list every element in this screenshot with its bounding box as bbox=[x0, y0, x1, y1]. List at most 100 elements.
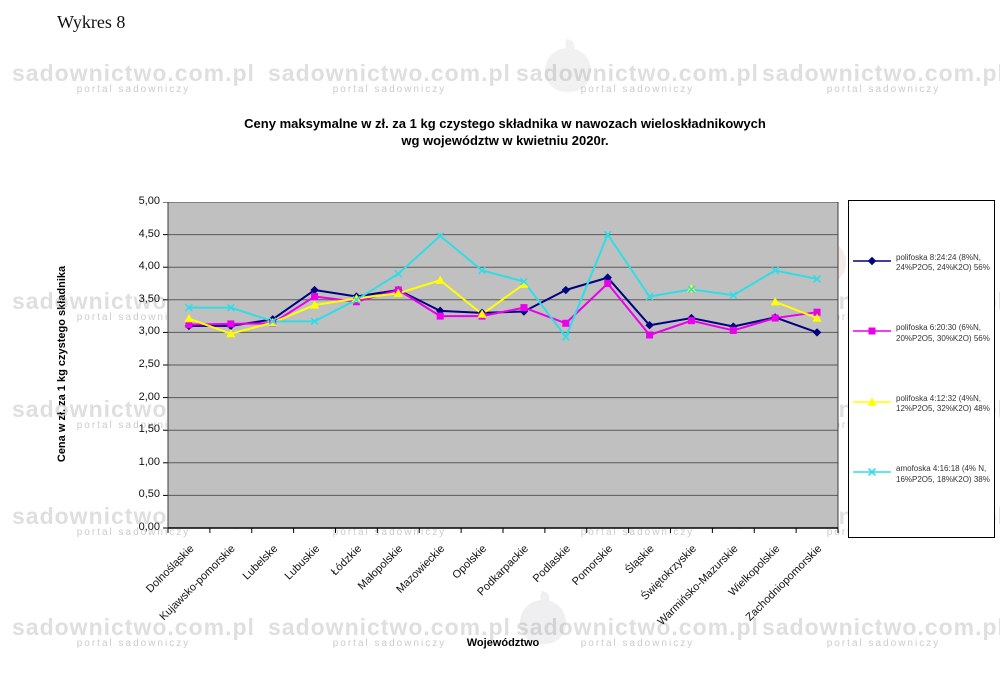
y-tick-label: 3,00 bbox=[138, 325, 160, 338]
triangle-marker bbox=[867, 397, 877, 406]
triangle-marker bbox=[435, 275, 445, 284]
square-marker bbox=[813, 308, 821, 316]
x-marker bbox=[813, 274, 822, 283]
x-category-label: Warmińsko-Mazurskie bbox=[655, 542, 741, 628]
legend-sample-diamond bbox=[853, 256, 891, 265]
y-tick-label: 2,50 bbox=[138, 358, 160, 370]
diamond-marker bbox=[812, 328, 822, 337]
square-marker bbox=[771, 314, 779, 322]
legend-label: amofoska 4:16:18 (4% N, 16%P2O5, 18%K2O)… bbox=[896, 464, 990, 484]
square-marker bbox=[868, 327, 876, 335]
x-marker bbox=[645, 292, 654, 301]
x-marker bbox=[478, 266, 487, 275]
triangle-marker bbox=[309, 300, 320, 309]
chart-svg bbox=[163, 202, 839, 533]
x-category-label: Zachodniopomorskie bbox=[743, 542, 825, 624]
x-marker bbox=[268, 317, 277, 326]
chart-title: Ceny maksymalne w zł. za 1 kg czystego s… bbox=[140, 116, 870, 150]
legend: polifoska 8:24:24 (8%N, 24%P2O5, 24%K2O)… bbox=[848, 200, 995, 538]
diamond-marker bbox=[867, 256, 877, 265]
apple-logo-watermark bbox=[545, 48, 591, 92]
watermark-subtext: portal sadowniczy bbox=[76, 84, 191, 95]
x-category-label: Podlaskie bbox=[530, 542, 574, 585]
x-marker bbox=[310, 317, 319, 326]
square-marker bbox=[687, 317, 695, 325]
x-marker bbox=[729, 291, 738, 300]
y-tick-label: 5,00 bbox=[138, 195, 160, 207]
legend-entry: polifoska 4:12:32 (4%N, 12%P2O5, 32%K2O)… bbox=[852, 394, 991, 415]
x-marker bbox=[868, 468, 876, 477]
square-marker bbox=[227, 320, 235, 328]
y-tick-label: 1,50 bbox=[138, 423, 160, 436]
series-line-1 bbox=[188, 282, 818, 337]
x-category-label: Łódzkie bbox=[328, 542, 364, 579]
legend-entry: polifoska 8:24:24 (8%N, 24%P2O5, 24%K2O)… bbox=[852, 253, 991, 274]
diamond-marker bbox=[645, 321, 654, 330]
triangle-marker bbox=[812, 313, 822, 322]
y-axis-title: Cena w zł. za 1 kg czystego składnika bbox=[56, 265, 68, 463]
x-category-label: Lubelske bbox=[240, 542, 280, 583]
series-line-3 bbox=[188, 233, 818, 338]
y-tick-label: 4,00 bbox=[138, 260, 160, 273]
chart-title-line2: wg województw w kwietniu 2020r. bbox=[401, 132, 609, 148]
diamond-marker bbox=[603, 273, 612, 282]
y-tick-label: 3,50 bbox=[138, 292, 160, 305]
square-marker bbox=[436, 312, 444, 320]
square-marker bbox=[311, 293, 319, 301]
x-marker bbox=[184, 303, 193, 312]
x-axis-title: Województwo bbox=[466, 637, 540, 649]
legend-label: polifoska 8:24:24 (8%N, 24%P2O5, 24%K2O)… bbox=[896, 252, 990, 273]
x-marker bbox=[687, 285, 696, 294]
watermark-subtext: portal sadowniczy bbox=[580, 84, 695, 95]
square-marker bbox=[604, 280, 612, 287]
y-tick-label: 0,00 bbox=[138, 521, 160, 533]
triangle-marker bbox=[477, 309, 487, 318]
triangle-marker bbox=[226, 329, 236, 338]
legend-label: polifoska 4:12:32 (4%N, 12%P2O5, 32%K2O)… bbox=[896, 393, 990, 414]
legend-label: polifoska 6:20:30 (6%N, 20%P2O5, 30%K2O)… bbox=[896, 323, 990, 343]
series-line-2 bbox=[774, 300, 818, 319]
triangle-marker bbox=[770, 297, 780, 306]
square-marker bbox=[520, 304, 528, 312]
watermark-subtext: portal sadowniczy bbox=[826, 84, 941, 95]
x-marker bbox=[394, 269, 403, 278]
x-category-label: Śląskie bbox=[623, 542, 657, 577]
legend-sample-square bbox=[853, 327, 891, 335]
legend-sample-triangle bbox=[853, 397, 891, 406]
x-category-label: Lubuskie bbox=[282, 542, 322, 583]
diamond-marker bbox=[519, 307, 529, 316]
y-tick-label: 1,00 bbox=[138, 455, 160, 468]
square-marker bbox=[729, 326, 737, 334]
legend-sample-x bbox=[853, 468, 891, 477]
y-tick-label: 2,00 bbox=[138, 390, 160, 403]
square-marker bbox=[185, 321, 193, 329]
figure-number: Wykres 8 bbox=[57, 12, 126, 32]
watermark-subtext: portal sadowniczy bbox=[332, 84, 447, 95]
diamond-marker bbox=[310, 285, 319, 295]
x-marker bbox=[352, 295, 361, 304]
chart-title-line1: Ceny maksymalne w zł. za 1 kg czystego s… bbox=[244, 116, 766, 131]
triangle-marker bbox=[351, 293, 362, 303]
square-marker bbox=[562, 319, 570, 327]
x-marker bbox=[561, 332, 570, 341]
triangle-marker bbox=[686, 284, 697, 293]
x-marker bbox=[436, 231, 445, 240]
x-marker bbox=[603, 230, 612, 239]
y-tick-label: 0,50 bbox=[138, 488, 160, 501]
x-category-label: Opolskie bbox=[450, 542, 490, 582]
triangle-marker bbox=[519, 279, 529, 288]
legend-entry: polifoska 6:20:30 (6%N, 20%P2O5, 30%K2O)… bbox=[852, 323, 991, 344]
triangle-marker bbox=[184, 314, 194, 323]
x-category-label: Kujawsko-pomorskie bbox=[157, 542, 239, 624]
diamond-marker bbox=[561, 285, 571, 295]
triangle-marker bbox=[393, 288, 403, 297]
x-marker bbox=[519, 277, 528, 286]
y-tick-label: 4,50 bbox=[138, 227, 160, 240]
square-marker bbox=[646, 331, 654, 339]
x-category-label: Pomorskie bbox=[569, 542, 615, 588]
legend-entry: amofoska 4:16:18 (4% N, 16%P2O5, 18%K2O)… bbox=[852, 464, 991, 485]
